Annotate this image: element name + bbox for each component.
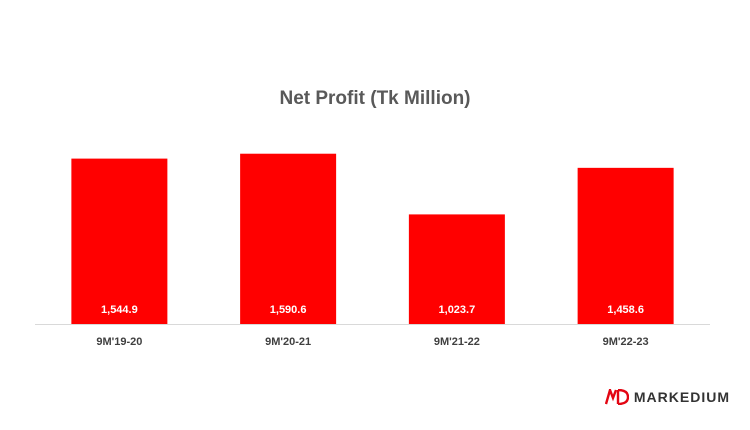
bar-3 — [577, 167, 674, 324]
bar-value-label-0: 1,544.9 — [101, 304, 138, 316]
markedium-logo-icon — [604, 389, 629, 405]
brand-logo: MARKEDIUM — [604, 389, 730, 405]
bar-1 — [240, 153, 337, 324]
bar-value-label-3: 1,458.6 — [607, 304, 644, 316]
brand-name: MARKEDIUM — [633, 389, 730, 405]
x-tick-label-0: 9M'19-20 — [96, 336, 142, 348]
bar-2 — [408, 214, 505, 324]
x-tick-label-1: 9M'20-21 — [265, 336, 311, 348]
x-tick-label-2: 9M'21-22 — [434, 336, 480, 348]
x-tick-label-3: 9M'22-23 — [603, 336, 649, 348]
bar-value-label-1: 1,590.6 — [270, 304, 307, 316]
chart-title: Net Profit (Tk Million) — [279, 88, 471, 109]
bar-value-label-2: 1,023.7 — [439, 304, 476, 316]
bar-0 — [71, 158, 168, 324]
